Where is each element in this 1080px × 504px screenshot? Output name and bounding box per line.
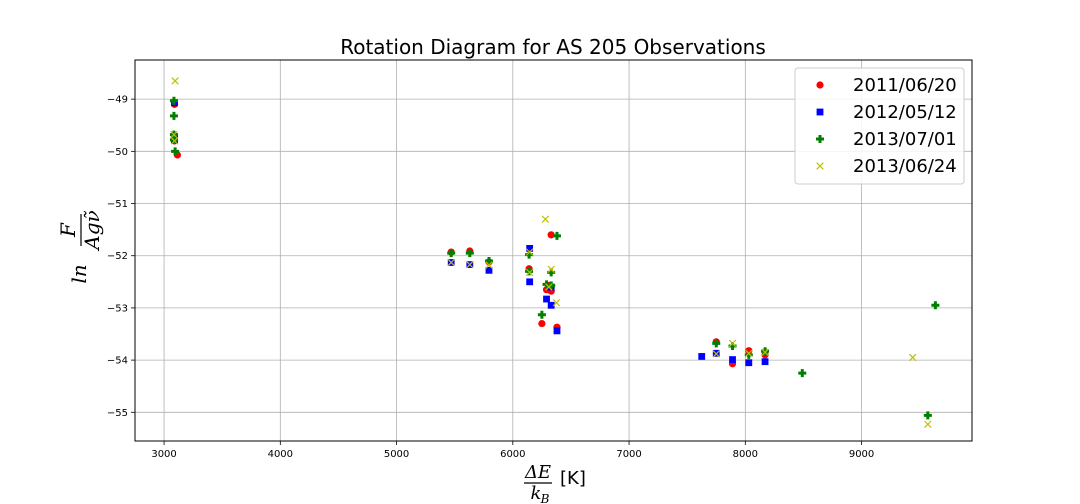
data-point-square [761, 358, 769, 366]
data-point-plus [931, 301, 940, 310]
legend-box [794, 67, 965, 185]
data-point-x [761, 348, 769, 356]
y-axis-label-numerator: F [56, 222, 80, 238]
data-point-x [545, 283, 553, 291]
y-tick-label: −50 [107, 147, 128, 158]
data-point-plus [728, 342, 737, 351]
data-point-x [171, 77, 179, 85]
legend-marker-circle [816, 81, 824, 89]
y-tick-label: −54 [107, 356, 128, 367]
x-tick-label: 6000 [500, 449, 525, 460]
legend-label: 2013/07/01 [853, 129, 957, 150]
x-tick-label: 7000 [616, 449, 641, 460]
data-point-plus [923, 411, 932, 420]
data-point-plus [547, 268, 556, 277]
x-axis-label: ΔE k B [K] [524, 462, 586, 504]
data-point-circle [745, 347, 753, 355]
legend-marker-x [816, 162, 824, 170]
data-point-plus [525, 250, 534, 259]
data-point-square [526, 278, 534, 286]
data-point-plus [744, 350, 753, 359]
x-axis-label-denominator: k [531, 483, 542, 504]
x-axis-label-numerator: ΔE [524, 462, 551, 483]
data-point-square [745, 359, 753, 367]
data-point-square [485, 266, 493, 274]
data-point-x [712, 350, 720, 358]
data-point-square [526, 245, 534, 252]
y-axis-label-prefix: ln [67, 264, 91, 283]
data-point-x [547, 265, 555, 274]
x-tick-label: 4000 [268, 449, 293, 460]
x-tick-label: 3000 [151, 449, 176, 460]
data-point-x [525, 248, 534, 256]
data-point-plus [484, 256, 493, 265]
axis-ticks: 3000 4000 5000 6000 7000 8000 9000 −49 −50 −51 −52… [107, 95, 874, 460]
legend-label: 2011/06/20 [853, 75, 957, 96]
series-1 [170, 100, 769, 368]
data-point-x [466, 260, 474, 269]
data-point-square [698, 353, 706, 360]
data-point-x [728, 339, 737, 348]
data-point-square [729, 356, 736, 363]
legend: 2011/06/20 2012/05/12 2013/07/01 2013/06/24 [794, 67, 965, 185]
data-point-plus [169, 111, 178, 120]
data-point-plus [537, 310, 546, 319]
data-point-circle [547, 231, 555, 239]
data-point-x [745, 349, 753, 358]
data-point-square [543, 295, 550, 303]
data-point-x [924, 420, 932, 429]
data-point-circle [538, 319, 546, 328]
legend-label: 2013/06/24 [853, 156, 957, 177]
legend-marker-plus [816, 135, 824, 143]
y-axis-label: ln F Agν̃ [56, 210, 104, 283]
data-point-x [525, 268, 534, 277]
legend-label: 2012/05/12 [853, 102, 957, 123]
data-point-square [553, 327, 561, 335]
data-point-x [908, 353, 917, 362]
data-point-x [485, 261, 493, 269]
legend-marker-square [816, 108, 824, 116]
x-tick-label: 5000 [384, 449, 409, 460]
y-axis-label-denominator: Agν̃ [80, 210, 104, 251]
data-point-x [552, 298, 561, 307]
y-tick-label: −49 [107, 95, 128, 106]
data-point-plus [798, 369, 807, 378]
data-point-x [541, 215, 550, 223]
x-tick-label: 9000 [849, 449, 874, 460]
plot-area-frame [134, 59, 973, 442]
data-point-square [547, 301, 555, 309]
grid-lines [135, 60, 972, 441]
data-point-plus [552, 231, 561, 240]
data-point-x [170, 130, 178, 139]
y-tick-label: −51 [107, 199, 128, 210]
data-point-plus [169, 96, 178, 105]
data-point-x [447, 258, 455, 267]
y-tick-label: −52 [107, 251, 128, 262]
series-4 [170, 77, 932, 429]
x-axis-label-unit: [K] [560, 468, 586, 489]
chart-title: Rotation Diagram for AS 205 Observations [340, 35, 766, 59]
data-point-plus [712, 339, 721, 348]
data-point-plus [171, 147, 180, 156]
data-point-plus [447, 249, 456, 258]
series-2 [171, 99, 769, 367]
data-point-plus [465, 249, 474, 258]
data-point-x [170, 137, 179, 145]
data-point-plus [761, 347, 770, 356]
y-tick-label: −53 [107, 303, 128, 314]
x-tick-label: 8000 [733, 449, 758, 460]
x-axis-label-subscript: B [540, 492, 550, 504]
y-tick-label: −55 [107, 408, 128, 419]
data-points [169, 77, 940, 429]
